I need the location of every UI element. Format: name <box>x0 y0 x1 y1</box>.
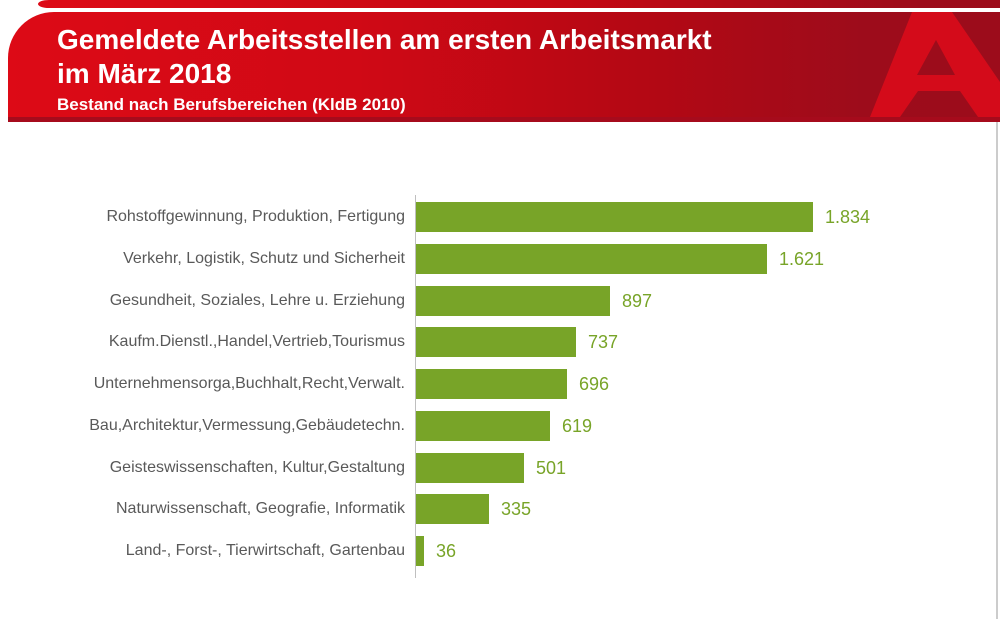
bar <box>416 244 767 274</box>
bar <box>416 494 489 524</box>
bar <box>416 411 550 441</box>
slide-right-border <box>996 122 998 619</box>
category-label: Gesundheit, Soziales, Lehre u. Erziehung <box>109 292 405 309</box>
bar-chart: Rohstoffgewinnung, Produktion, Fertigung… <box>0 122 1000 619</box>
category-label: Naturwissenschaft, Geografie, Informatik <box>115 500 405 517</box>
header-banner: Gemeldete Arbeitsstellen am ersten Arbei… <box>8 12 1000 117</box>
value-label: 501 <box>536 458 567 478</box>
category-label: Unternehmensorga,Buchhalt,Recht,Verwalt. <box>93 375 405 392</box>
value-label: 1.621 <box>779 249 825 269</box>
chart-row: Bau,Architektur,Vermessung,Gebäudetechn.… <box>0 411 1000 441</box>
bar <box>416 453 524 483</box>
bar <box>416 536 424 566</box>
value-label: 619 <box>562 416 593 436</box>
category-label: Rohstoffgewinnung, Produktion, Fertigung <box>106 208 405 225</box>
category-label: Land-, Forst-, Tierwirtschaft, Gartenbau <box>125 542 405 559</box>
header-underline <box>8 117 1000 122</box>
header-top-strip <box>38 0 1000 8</box>
chart-row: Kaufm.Dienstl.,Handel,Vertrieb,Tourismus… <box>0 327 1000 357</box>
bar <box>416 286 610 316</box>
value-label: 36 <box>436 541 457 561</box>
bar <box>416 202 813 232</box>
chart-row: Gesundheit, Soziales, Lehre u. Erziehung… <box>0 286 1000 316</box>
chart-row: Verkehr, Logistik, Schutz und Sicherheit… <box>0 244 1000 274</box>
page-title-line1: Gemeldete Arbeitsstellen am ersten Arbei… <box>57 24 712 55</box>
category-label: Bau,Architektur,Vermessung,Gebäudetechn. <box>89 417 405 434</box>
y-axis-line <box>415 195 416 578</box>
value-label: 897 <box>622 291 653 311</box>
value-label: 737 <box>588 332 619 352</box>
chart-row: Rohstoffgewinnung, Produktion, Fertigung… <box>0 202 1000 232</box>
page-subtitle: Bestand nach Berufsbereichen (KldB 2010) <box>57 95 406 114</box>
chart-row: Naturwissenschaft, Geografie, Informatik… <box>0 494 1000 524</box>
arbeitsagentur-a-logo-icon <box>870 12 1000 117</box>
bar <box>416 327 576 357</box>
chart-row: Unternehmensorga,Buchhalt,Recht,Verwalt.… <box>0 369 1000 399</box>
bar <box>416 369 567 399</box>
category-label: Geisteswissenschaften, Kultur,Gestaltung <box>109 459 405 476</box>
value-label: 1.834 <box>825 207 871 227</box>
chart-row: Land-, Forst-, Tierwirtschaft, Gartenbau… <box>0 536 1000 566</box>
value-label: 335 <box>501 499 532 519</box>
page-title: Gemeldete Arbeitsstellen am ersten Arbei… <box>57 23 712 91</box>
page-title-line2: im März 2018 <box>57 58 232 89</box>
value-label: 696 <box>579 374 610 394</box>
category-label: Verkehr, Logistik, Schutz und Sicherheit <box>123 250 405 267</box>
chart-row: Geisteswissenschaften, Kultur,Gestaltung… <box>0 453 1000 483</box>
category-label: Kaufm.Dienstl.,Handel,Vertrieb,Tourismus <box>108 333 405 350</box>
